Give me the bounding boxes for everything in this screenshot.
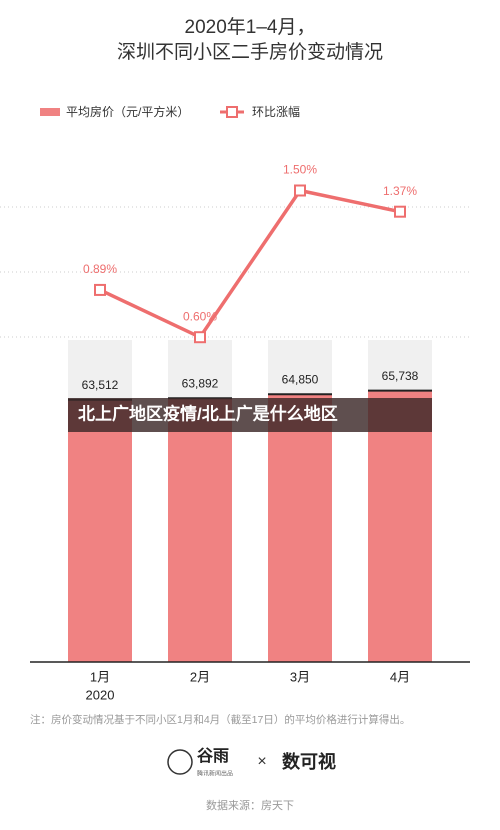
note: 注：房价变动情况基于不同小区1月和4月（截至17日）的平均价格进行计算得出。 (30, 713, 410, 726)
x-tick-label: 2月 (190, 669, 210, 684)
logo-left: 谷雨 (197, 747, 229, 765)
line-marker (194, 331, 206, 344)
line-marker (294, 184, 306, 197)
logo-cross: × (257, 753, 266, 770)
legend-marker (226, 106, 238, 118)
bar-value-label: 63,892 (182, 376, 219, 390)
logo-right: 数可视 (282, 751, 336, 772)
bar (168, 398, 232, 662)
bar-value-label: 65,738 (382, 369, 419, 383)
bar-value-label: 64,850 (282, 372, 319, 386)
overlay-banner (68, 398, 432, 432)
line-marker (94, 283, 106, 296)
bar (268, 394, 332, 662)
x-tick-label: 1月 (90, 669, 110, 684)
line-value-label: 1.50% (283, 163, 317, 177)
plot: 平均房价（元/平方米） 环比涨幅 63,512 1月 63,892 2月 64,850 3月 6… (40, 104, 432, 702)
source: 数据来源：房天下 (206, 798, 294, 812)
bar-value-label: 63,512 (82, 378, 119, 392)
line-value-label: 1.37% (383, 184, 417, 198)
overlay-banner-text: 北上广地区疫情/北上广是什么地区 (78, 403, 338, 423)
x-year-label: 2020 (86, 687, 115, 702)
line-value-label: 0.60% (183, 309, 217, 323)
chart-subtitle: 深圳不同小区二手房价变动情况 (117, 41, 383, 63)
bar (368, 390, 432, 662)
chart-title: 2020年1–4月， (185, 16, 316, 38)
line-marker (394, 205, 406, 218)
bar (68, 399, 132, 662)
x-tick-label: 3月 (290, 669, 310, 684)
legend-swatch (40, 108, 60, 116)
logo-left-sub: 腾讯新闻出品 (197, 770, 233, 778)
x-tick-label: 4月 (390, 669, 410, 684)
line (99, 188, 401, 340)
legend-label: 平均房价（元/平方米） (66, 104, 189, 119)
logo-icon (167, 749, 193, 775)
legend-label: 环比涨幅 (252, 104, 300, 119)
line-value-label: 0.89% (83, 262, 117, 276)
